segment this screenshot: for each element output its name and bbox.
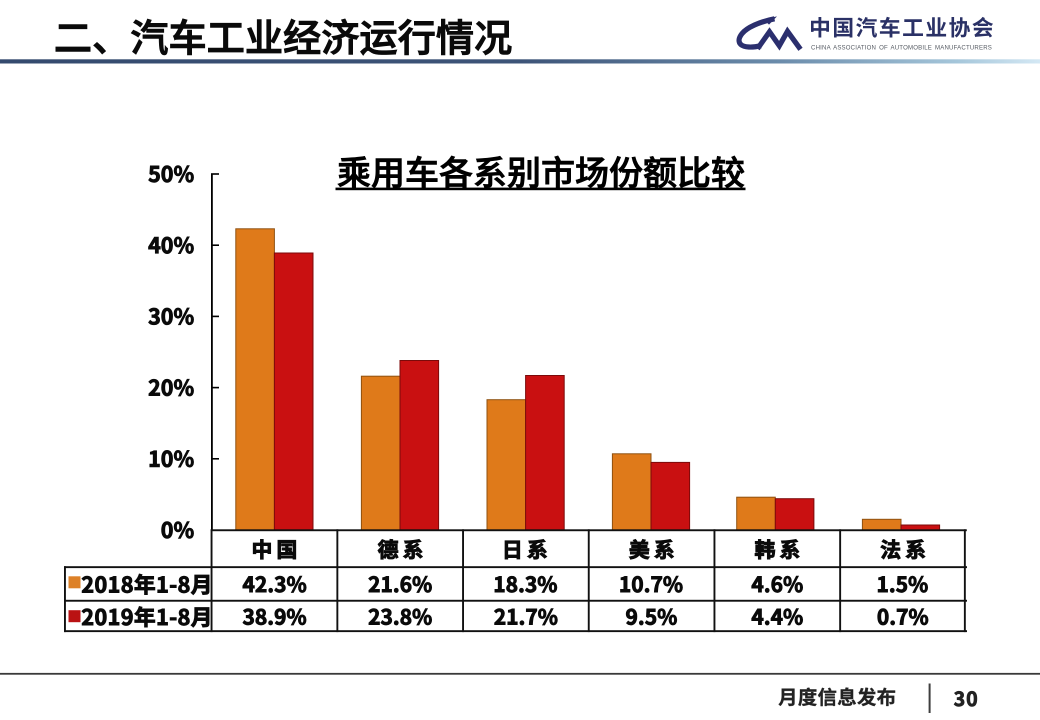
svg-text:CHINA ASSOCIATION OF AUTOMOBIL: CHINA ASSOCIATION OF AUTOMOBILE MANUFACT… [811, 44, 992, 51]
